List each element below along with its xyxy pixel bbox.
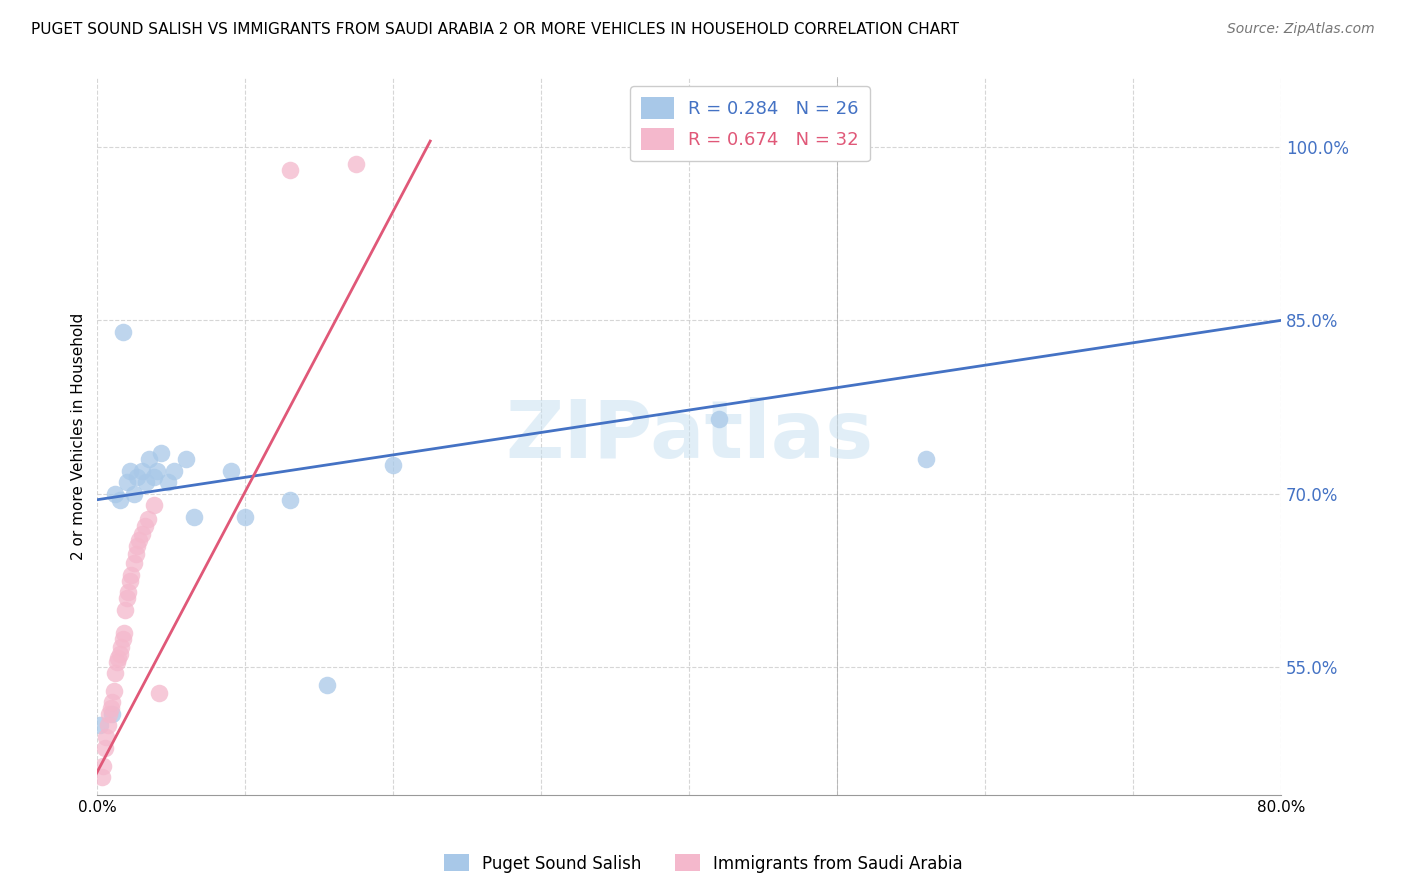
Point xyxy=(114,602,136,616)
Point xyxy=(117,585,139,599)
Point xyxy=(127,539,149,553)
Point xyxy=(131,527,153,541)
Point xyxy=(101,695,124,709)
Legend: Puget Sound Salish, Immigrants from Saudi Arabia: Puget Sound Salish, Immigrants from Saud… xyxy=(437,847,969,880)
Point xyxy=(219,464,242,478)
Point xyxy=(115,475,138,490)
Point xyxy=(174,452,197,467)
Point xyxy=(108,492,131,507)
Point xyxy=(315,678,337,692)
Point xyxy=(104,666,127,681)
Point xyxy=(120,567,142,582)
Point xyxy=(124,557,146,571)
Point xyxy=(111,632,134,646)
Point xyxy=(91,758,114,772)
Point xyxy=(131,464,153,478)
Point xyxy=(145,464,167,478)
Point xyxy=(110,640,132,654)
Point xyxy=(142,499,165,513)
Point xyxy=(344,157,367,171)
Point xyxy=(124,487,146,501)
Point xyxy=(138,452,160,467)
Legend: R = 0.284   N = 26, R = 0.674   N = 32: R = 0.284 N = 26, R = 0.674 N = 32 xyxy=(630,87,869,161)
Point xyxy=(118,464,141,478)
Point xyxy=(382,458,405,472)
Point xyxy=(148,686,170,700)
Point xyxy=(128,533,150,548)
Point xyxy=(103,683,125,698)
Point xyxy=(100,701,122,715)
Point xyxy=(97,718,120,732)
Point xyxy=(233,510,256,524)
Text: PUGET SOUND SALISH VS IMMIGRANTS FROM SAUDI ARABIA 2 OR MORE VEHICLES IN HOUSEHO: PUGET SOUND SALISH VS IMMIGRANTS FROM SA… xyxy=(31,22,959,37)
Point xyxy=(112,625,135,640)
Point xyxy=(104,487,127,501)
Point xyxy=(108,647,131,661)
Point xyxy=(101,706,124,721)
Point xyxy=(183,510,205,524)
Point xyxy=(915,452,938,467)
Point xyxy=(105,655,128,669)
Point xyxy=(90,770,112,784)
Point xyxy=(127,469,149,483)
Point xyxy=(107,651,129,665)
Point xyxy=(118,574,141,588)
Point xyxy=(149,446,172,460)
Point xyxy=(278,163,301,178)
Point xyxy=(278,492,301,507)
Point xyxy=(163,464,186,478)
Point xyxy=(125,547,148,561)
Text: Source: ZipAtlas.com: Source: ZipAtlas.com xyxy=(1227,22,1375,37)
Point xyxy=(96,730,118,744)
Text: ZIPatlas: ZIPatlas xyxy=(505,397,873,475)
Point xyxy=(157,475,180,490)
Point xyxy=(135,475,157,490)
Point xyxy=(94,741,117,756)
Point xyxy=(136,512,159,526)
Point xyxy=(134,519,156,533)
Point xyxy=(111,325,134,339)
Point xyxy=(142,469,165,483)
Y-axis label: 2 or more Vehicles in Household: 2 or more Vehicles in Household xyxy=(72,312,86,559)
Point xyxy=(89,718,111,732)
Point xyxy=(115,591,138,605)
Point xyxy=(707,411,730,425)
Point xyxy=(98,706,121,721)
